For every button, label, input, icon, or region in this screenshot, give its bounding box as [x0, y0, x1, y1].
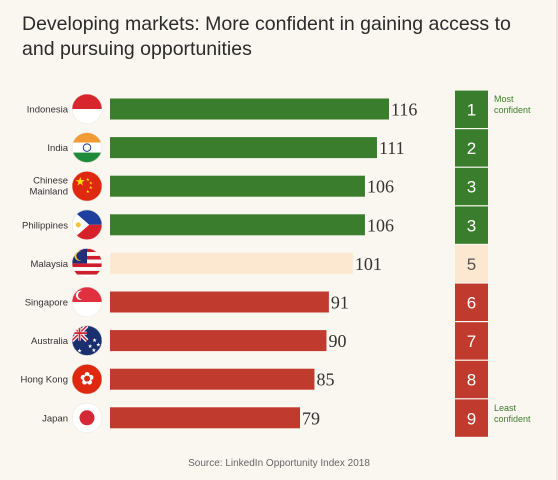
- least-confident-note: Least confident: [494, 403, 531, 424]
- rank-box: [455, 245, 488, 283]
- category-label: Malaysia: [31, 259, 69, 270]
- rank-label: 9: [467, 409, 476, 428]
- rank-box: [455, 129, 488, 167]
- category-label: Singapore: [25, 298, 68, 309]
- rank-label: 6: [467, 294, 476, 313]
- value-label: 106: [367, 215, 394, 235]
- india-flag: [72, 132, 102, 163]
- rank-label: 8: [467, 371, 476, 390]
- source-note: Source: LinkedIn Opportunity Index 2018: [188, 458, 370, 469]
- svg-text:★: ★: [89, 181, 94, 186]
- chart-title: Developing markets: More confident in ga…: [22, 13, 511, 60]
- value-label: 91: [331, 293, 349, 313]
- rank-box: [455, 283, 488, 321]
- rank-box: [455, 360, 488, 399]
- svg-text:★: ★: [86, 189, 91, 194]
- category-label: India: [47, 143, 68, 154]
- bar: [110, 137, 377, 159]
- svg-text:★: ★: [92, 338, 97, 344]
- bar: [110, 252, 353, 274]
- japan-flag: [72, 402, 102, 433]
- rank-label: 3: [467, 216, 476, 235]
- rank-box: [455, 167, 488, 206]
- svg-text:★: ★: [96, 343, 101, 349]
- svg-text:★: ★: [89, 185, 94, 190]
- rank-box: [455, 399, 488, 437]
- bar: [110, 368, 315, 390]
- value-label: 116: [391, 100, 417, 120]
- hong-kong-flag: ✿: [72, 364, 102, 395]
- category-label: Philippines: [22, 220, 68, 231]
- category-label: Chinese Mainland: [29, 176, 68, 198]
- rank-label: 7: [467, 332, 476, 351]
- value-label: 79: [302, 408, 320, 428]
- rank-label: 5: [467, 255, 476, 274]
- rank-label: 1: [467, 101, 476, 120]
- bar: [110, 330, 327, 352]
- category-label: Indonesia: [27, 105, 69, 116]
- value-label: 101: [355, 254, 382, 274]
- svg-text:★: ★: [77, 349, 82, 355]
- rank-box: [455, 322, 488, 360]
- value-label: 106: [367, 177, 394, 197]
- value-label: 85: [316, 370, 334, 390]
- svg-text:★: ★: [75, 174, 86, 188]
- category-label: Australia: [31, 336, 69, 347]
- australia-flag: ★★★ ★★: [72, 325, 102, 356]
- rank-label: 2: [467, 139, 476, 158]
- rank-box: [455, 90, 488, 128]
- bar: [110, 98, 389, 120]
- philippines-flag: [72, 209, 102, 240]
- category-label: Hong Kong: [20, 375, 68, 386]
- rank-label: 3: [467, 178, 476, 197]
- value-label: 90: [328, 331, 346, 351]
- svg-text:★: ★: [86, 177, 91, 182]
- bar: [110, 214, 365, 236]
- malaysia-flag: [72, 248, 102, 279]
- most-confident-note: Most confident: [494, 94, 531, 115]
- rank-box: [455, 206, 488, 244]
- category-label: Japan: [42, 413, 68, 424]
- bar: [110, 407, 301, 429]
- value-label: 111: [379, 138, 405, 158]
- svg-text:★: ★: [88, 344, 93, 350]
- divider: [556, 0, 558, 480]
- bar: [110, 175, 365, 197]
- china-flag: ★ ★★★★: [72, 171, 102, 202]
- svg-text:✿: ✿: [80, 369, 94, 388]
- singapore-flag: [72, 287, 102, 317]
- bar: [110, 291, 329, 313]
- indonesia-flag: [72, 94, 102, 124]
- svg-text:★: ★: [91, 348, 96, 354]
